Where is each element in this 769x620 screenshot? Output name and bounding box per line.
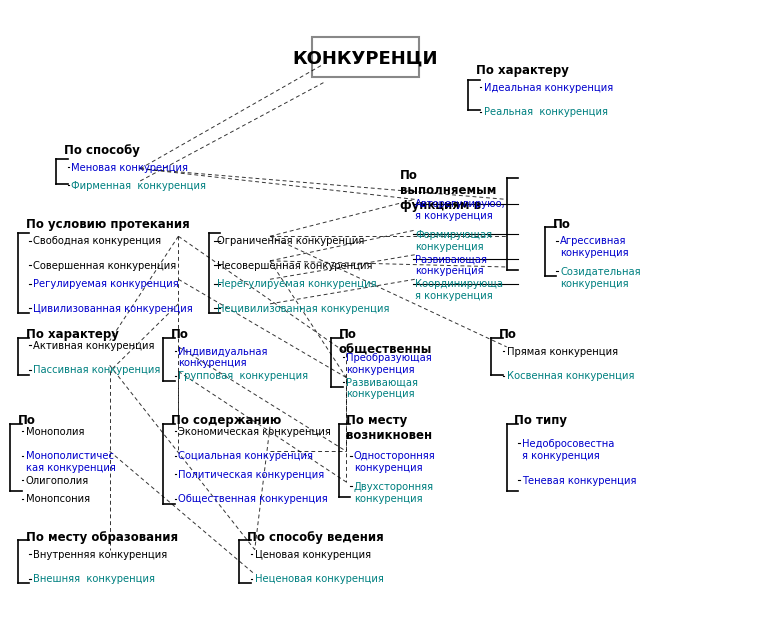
Text: Недобросовестна
я конкуренция: Недобросовестна я конкуренция (522, 439, 614, 461)
Text: По: По (552, 218, 571, 231)
Text: Монополистичес
кая конкуренция: Монополистичес кая конкуренция (25, 451, 115, 473)
Text: Формирующая
конкуренция: Формирующая конкуренция (415, 230, 492, 252)
Text: Двухсторонняя
конкуренция: Двухсторонняя конкуренция (354, 482, 434, 503)
Text: Олигополия: Олигополия (25, 476, 89, 486)
Text: Несовершенная конкуренция: Несовершенная конкуренция (217, 261, 372, 271)
Text: Созидательная
конкуренция: Созидательная конкуренция (560, 267, 641, 288)
Text: Свободная конкуренция: Свободная конкуренция (33, 236, 161, 246)
Text: По
общественны: По общественны (338, 329, 432, 356)
Text: Активная конкуренция: Активная конкуренция (33, 341, 155, 351)
Text: По типу: По типу (514, 414, 568, 427)
Text: Теневая конкуренция: Теневая конкуренция (522, 476, 637, 486)
Text: Нерегулируемая конкуренция: Нерегулируемая конкуренция (217, 279, 376, 290)
Text: Развивающая
конкуренция: Развивающая конкуренция (346, 378, 418, 399)
Text: По способу ведения: По способу ведения (247, 531, 384, 544)
Text: По: По (18, 414, 36, 427)
Text: Совершенная конкуренция: Совершенная конкуренция (33, 261, 177, 271)
Text: Идеальная конкуренция: Идеальная конкуренция (484, 82, 613, 92)
Text: Ценовая конкуренция: Ценовая конкуренция (255, 550, 371, 560)
Text: Регулируемая конкуренция: Регулируемая конкуренция (33, 279, 179, 290)
Text: Пассивная конкуренция: Пассивная конкуренция (33, 365, 161, 375)
Text: Политическая конкуренция: Политическая конкуренция (178, 470, 325, 480)
Text: Нецивилизованная конкуренция: Нецивилизованная конкуренция (217, 304, 389, 314)
Text: Координирующа
я конкуренция: Координирующа я конкуренция (415, 279, 503, 301)
Text: Экономическая конкуренция: Экономическая конкуренция (178, 427, 331, 436)
Text: Агрессивная
конкуренция: Агрессивная конкуренция (560, 236, 629, 258)
Text: Внешняя  конкуренция: Внешняя конкуренция (33, 574, 155, 584)
Text: Индивидуальная
конкуренция: Индивидуальная конкуренция (178, 347, 268, 368)
Text: По характеру: По характеру (476, 64, 569, 78)
Text: Ограниченная конкуренция: Ограниченная конкуренция (217, 236, 364, 246)
Text: По месту образования: По месту образования (25, 531, 178, 544)
Text: Прямая конкуренция: Прямая конкуренция (507, 347, 618, 357)
Text: По способу: По способу (64, 144, 140, 157)
Text: Развивающая
конкуренция: Развивающая конкуренция (415, 255, 487, 277)
Text: Монополия: Монополия (25, 427, 84, 436)
Text: Реальная  конкуренция: Реальная конкуренция (484, 107, 608, 117)
Text: Групповая  конкуренция: Групповая конкуренция (178, 371, 308, 381)
Text: Преобразующая
конкуренция: Преобразующая конкуренция (346, 353, 432, 374)
Text: Социальная конкуренция: Социальная конкуренция (178, 451, 314, 461)
Text: Меновая конкуренция: Меновая конкуренция (72, 162, 188, 172)
Text: КОНКУРЕНЦИ: КОНКУРЕНЦИ (293, 49, 438, 67)
Text: По содержанию: По содержанию (171, 414, 281, 427)
Text: Фирменная  конкуренция: Фирменная конкуренция (72, 181, 207, 191)
Text: Односторонняя
конкуренция: Односторонняя конкуренция (354, 451, 436, 473)
Text: Внутренняя конкуренция: Внутренняя конкуренция (33, 550, 168, 560)
Text: Косвенная конкуренция: Косвенная конкуренция (507, 371, 634, 381)
Text: По: По (171, 329, 188, 342)
Text: По месту
возникновен: По месту возникновен (346, 414, 432, 443)
Text: По характеру: По характеру (25, 329, 118, 342)
Text: По: По (499, 329, 517, 342)
Text: Общественная конкуренция: Общественная конкуренция (178, 494, 328, 504)
Text: Монопсония: Монопсония (25, 494, 90, 504)
Text: По условию протекания: По условию протекания (25, 218, 189, 231)
Text: Авторегулируюо,
я конкуренция: Авторегулируюо, я конкуренция (415, 200, 506, 221)
FancyBboxPatch shape (312, 37, 419, 76)
Text: По
выполняемым
функциям в: По выполняемым функциям в (400, 169, 496, 211)
Text: Цивилизованная конкуренция: Цивилизованная конкуренция (33, 304, 193, 314)
Text: Неценовая конкуренция: Неценовая конкуренция (255, 574, 384, 584)
